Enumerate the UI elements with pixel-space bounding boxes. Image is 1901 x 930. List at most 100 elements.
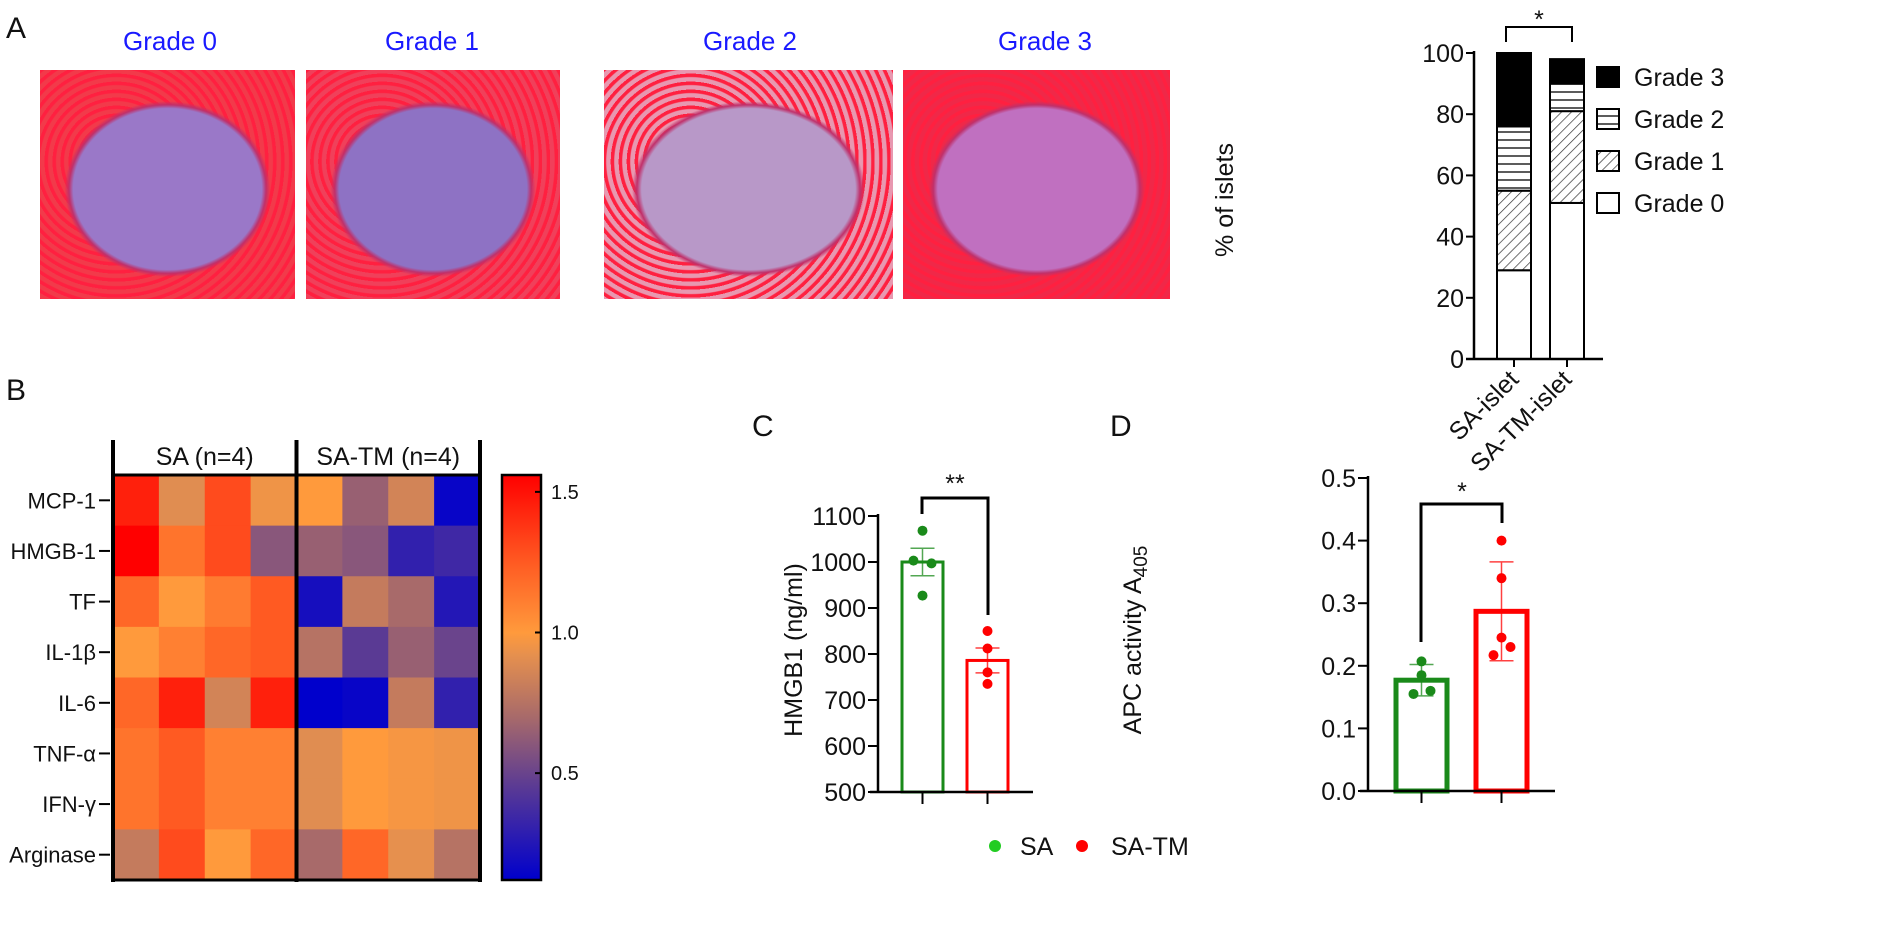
grade-title-0: Grade 0 — [123, 26, 217, 56]
heatmap-cell-TNF-α-4 — [250, 728, 297, 780]
grade-title-3: Grade 3 — [998, 26, 1092, 56]
data-point-SA-TM — [1505, 642, 1516, 653]
y-tick-label: 100 — [1422, 40, 1464, 68]
panel-a-significance: * — [1534, 6, 1544, 34]
data-point-SA — [1416, 656, 1427, 667]
heatmap-cell-IL-1β-2 — [158, 626, 206, 678]
heatmap-cell-HMGB-1-5 — [296, 525, 343, 577]
data-point-SA-TM — [1496, 535, 1507, 546]
significance-bracket — [920, 496, 990, 615]
heatmap-cell-HMGB-1-7 — [388, 525, 435, 577]
panel-label-b: B — [6, 374, 26, 407]
colorbar-tick-label: 1.0 — [551, 623, 579, 645]
heatmap-cell-TNF-α-7 — [388, 728, 435, 780]
y-tick-label: 60 — [1436, 162, 1464, 190]
colorbar-tick-label: 1.5 — [551, 482, 579, 504]
panel-a-ylabel: % of islets — [1211, 143, 1239, 257]
column-group-label: SA (n=4) — [156, 443, 254, 471]
heatmap-cell-HMGB-1-3 — [204, 525, 252, 577]
legend-swatch — [1596, 66, 1620, 88]
grade-title-1: Grade 1 — [385, 26, 479, 56]
y-tick-label: 1000 — [810, 549, 866, 577]
heatmap-cell-Arginase-3 — [204, 829, 252, 881]
y-tick-label: 0.5 — [1321, 465, 1356, 493]
heatmap-cell-IFN-γ-6 — [342, 778, 389, 830]
heatmap-cell-TNF-α-2 — [158, 728, 206, 780]
data-point-SA-TM — [1496, 632, 1507, 643]
heatmap-cell-MCP-1-6 — [342, 475, 389, 527]
panel-label-c: C — [752, 410, 774, 443]
panel-d-ylabel-text: APC activity A — [1119, 577, 1147, 734]
bar-SA-islet-grade-3 — [1496, 52, 1532, 128]
data-point-SA — [908, 555, 919, 566]
heatmap-cell-IFN-γ-4 — [250, 778, 297, 830]
data-point-SA-TM — [982, 667, 993, 678]
data-point-SA — [926, 558, 937, 569]
legend-label: Grade 3 — [1634, 64, 1724, 92]
histology-image-grade-0 — [40, 70, 295, 299]
heatmap-cell-IL-6-4 — [250, 677, 297, 729]
heatmap-cell-TF-1 — [113, 576, 160, 628]
y-tick-label: 80 — [1436, 101, 1464, 129]
row-label: IFN-γ — [42, 792, 96, 817]
heatmap-cell-IL-6-2 — [158, 677, 206, 729]
heatmap-cell-IFN-γ-8 — [434, 778, 481, 830]
heatmap-cell-IFN-γ-1 — [113, 778, 160, 830]
histology-image-grade-3 — [903, 70, 1170, 299]
bar-SA-islet-grade-1 — [1496, 189, 1532, 272]
panel-label-d: D — [1110, 410, 1132, 443]
panel-c-bar-chart: C HMGB1 (ng/ml) ** 500 600 700 800 900 1000 11… — [752, 410, 1033, 807]
significance-bracket — [1505, 26, 1573, 42]
heatmap-cell-HMGB-1-4 — [250, 525, 297, 577]
y-tick-label: 0.0 — [1321, 778, 1356, 806]
legend-swatch — [1596, 192, 1620, 214]
data-point-SA-TM — [1496, 573, 1507, 584]
heatmap-cell-TNF-α-6 — [342, 728, 389, 780]
heatmap-cell-IFN-γ-5 — [296, 778, 343, 830]
heatmap-cell-IL-6-6 — [342, 677, 389, 729]
data-point-SA-TM — [1488, 650, 1499, 661]
panel-a-stacked-bar-chart: % of islets * SA-isletSA-TM-islet0204060… — [1211, 6, 1724, 478]
y-tick-label: 800 — [824, 641, 866, 669]
heatmap-cell-TNF-α-5 — [296, 728, 343, 780]
data-point-SA-TM — [982, 643, 993, 654]
y-tick-label: 0.1 — [1321, 715, 1356, 743]
heatmap-cell-IL-1β-8 — [434, 626, 481, 678]
column-group-label: SA-TM (n=4) — [316, 443, 460, 471]
heatmap-cell-IFN-γ-2 — [158, 778, 206, 830]
bar-SA-TM-islet-grade-2 — [1549, 82, 1585, 113]
data-point-SA — [917, 525, 928, 536]
row-label: HMGB-1 — [10, 539, 96, 564]
panel-c-ylabel: HMGB1 (ng/ml) — [780, 563, 808, 737]
data-point-SA-TM — [982, 626, 993, 636]
group-legend: SA SA-TM — [989, 833, 1189, 861]
bar-SA-TM-islet-grade-1 — [1549, 110, 1585, 204]
colorbar-tick-label: 0.5 — [551, 763, 579, 785]
heatmap-cell-IL-1β-7 — [388, 626, 435, 678]
legend-label: Grade 0 — [1634, 190, 1724, 218]
heatmap-cell-IL-6-1 — [113, 677, 160, 729]
heatmap-cell-MCP-1-5 — [296, 475, 343, 527]
heatmap-cell-HMGB-1-6 — [342, 525, 389, 577]
heatmap-cell-HMGB-1-8 — [434, 525, 481, 577]
y-tick-label: 900 — [824, 595, 866, 623]
heatmap-cell-MCP-1-8 — [434, 475, 481, 527]
heatmap-cell-IL-1β-3 — [204, 626, 252, 678]
grade-title-2: Grade 2 — [703, 26, 797, 56]
colorbar — [500, 473, 543, 882]
row-label: Arginase — [9, 843, 96, 868]
legend-swatch — [1596, 108, 1620, 130]
panel-label-a: A — [6, 12, 26, 45]
panel-c-significance: ** — [945, 470, 965, 498]
heatmap-cell-IL-1β-5 — [296, 626, 343, 678]
heatmap-cell-IL-6-5 — [296, 677, 343, 729]
significance-bracket — [1419, 502, 1504, 642]
heatmap-cell-Arginase-7 — [388, 829, 435, 881]
heatmap-cell-IFN-γ-3 — [204, 778, 252, 830]
heatmap-cell-MCP-1-1 — [113, 475, 160, 527]
bar-SA-islet-grade-2 — [1496, 125, 1532, 192]
error-bar-SA — [910, 547, 935, 577]
y-tick-label: 0.2 — [1321, 653, 1356, 681]
row-label: IL-1β — [45, 640, 96, 665]
heatmap-cell-Arginase-5 — [296, 829, 343, 881]
